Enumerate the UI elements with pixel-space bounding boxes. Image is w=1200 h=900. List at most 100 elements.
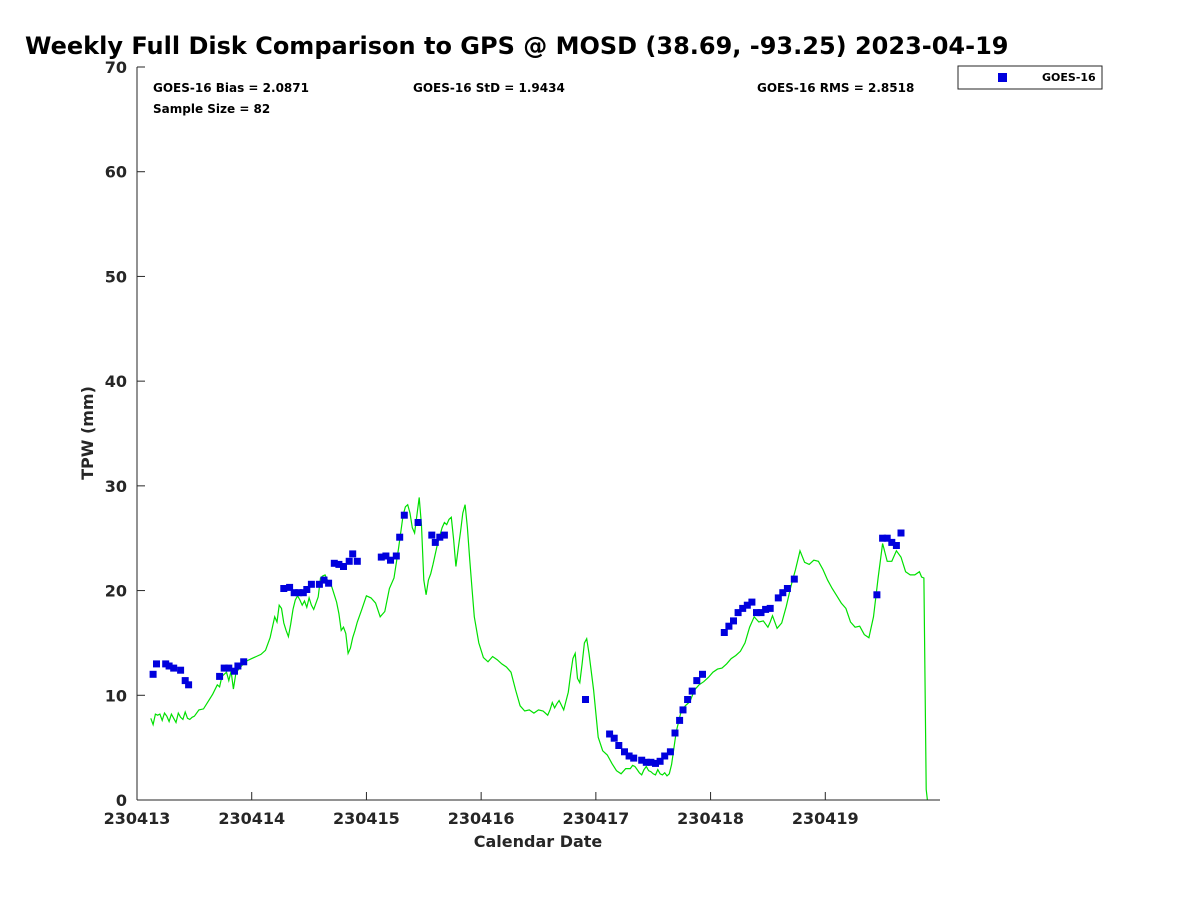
goes-16-point [428, 531, 436, 539]
x-axis-ticks: 230413 230414 230415 230416 230417 230418 2304… [104, 792, 859, 828]
y-tick-label: 70 [105, 58, 127, 77]
goes-16-point [286, 583, 294, 591]
goes-16-point [181, 677, 189, 685]
goes-16-point [392, 552, 400, 560]
goes-16-point [307, 580, 315, 588]
goes-16-point [666, 748, 674, 756]
goes-16-point [734, 609, 742, 617]
sample-size-stat: Sample Size = 82 [153, 102, 270, 116]
goes-16-point [149, 670, 157, 678]
goes-16-point [725, 622, 733, 630]
goes-16-point [873, 591, 881, 599]
goes-16-point [220, 664, 228, 672]
goes-16-point [671, 729, 679, 737]
goes-16-point [730, 617, 737, 625]
x-tick-label: 230416 [448, 809, 515, 828]
y-tick-label: 0 [116, 791, 127, 810]
goes-16-point [625, 752, 633, 760]
y-axis-label: TPW (mm) [78, 386, 97, 480]
plot-background [137, 67, 940, 800]
goes-16-point [225, 664, 233, 672]
goes-16-point [349, 550, 357, 558]
goes-16-point [170, 664, 178, 672]
goes-16-point [790, 575, 798, 583]
goes-16-point [647, 758, 655, 766]
goes-16-point [216, 672, 224, 680]
y-tick-label: 60 [105, 163, 127, 182]
gps-line [150, 497, 928, 801]
legend-box [957, 65, 1103, 90]
goes-16-point [345, 557, 353, 565]
y-tick-label: 20 [105, 582, 127, 601]
goes-16-point [766, 604, 774, 612]
x-tick-label: 230415 [333, 809, 400, 828]
goes-16-point [699, 670, 706, 678]
goes-16-point [610, 734, 618, 742]
goes-16-point [779, 589, 787, 597]
goes-16-point [684, 696, 692, 703]
goes-16-point [656, 757, 664, 765]
y-tick-label: 40 [105, 372, 127, 391]
goes-16-point [320, 576, 328, 584]
gps-series [150, 497, 928, 801]
legend-marker-goes-16 [998, 73, 1007, 82]
goes-16-point [234, 662, 242, 670]
goes-16-point [897, 529, 905, 537]
goes-16-point [652, 759, 659, 767]
goes-16-point [290, 589, 298, 597]
std-stat: GOES-16 StD = 1.9434 [413, 81, 565, 95]
y-tick-label: 50 [105, 267, 127, 286]
goes-16-point [642, 758, 650, 766]
x-axis-label: Calendar Date [474, 832, 603, 851]
goes-16-point [739, 604, 747, 612]
goes-16-point [240, 658, 248, 666]
goes-16-point [436, 533, 444, 541]
goes-16-point [757, 609, 765, 617]
y-tick-label: 10 [105, 686, 127, 705]
goes-16-point [165, 662, 173, 670]
goes-16-point [676, 716, 684, 724]
goes-16-point [353, 557, 361, 565]
goes-16-point [720, 629, 728, 636]
goes-16-point [753, 609, 760, 617]
goes-16-point [153, 660, 160, 668]
goes-16-point [303, 586, 311, 593]
goes-16-point [774, 594, 782, 602]
chart-title: Weekly Full Disk Comparison to GPS @ MOS… [25, 32, 1008, 60]
goes-16-point [431, 538, 439, 546]
goes-16-point [382, 552, 390, 560]
x-tick-label: 230417 [562, 809, 629, 828]
goes-16-point [335, 560, 343, 568]
goes-16-point [414, 519, 422, 526]
goes-16-point [892, 542, 900, 549]
goes-16-point [440, 531, 448, 539]
goes-16-point [748, 598, 756, 606]
goes-16-point [396, 533, 404, 541]
goes-16-point [638, 756, 646, 764]
goes-16-point [325, 579, 333, 587]
legend-label-goes-16: GOES-16 [1042, 71, 1096, 84]
goes-16-point [582, 696, 589, 703]
goes-16-point [340, 563, 347, 570]
bias-stat: GOES-16 Bias = 2.0871 [153, 81, 309, 95]
goes-16-series [149, 511, 905, 767]
goes-16-point [177, 666, 185, 674]
goes-16-point [295, 589, 303, 597]
goes-16-point [621, 748, 628, 756]
goes-16-point [330, 559, 338, 567]
goes-16-point [743, 601, 751, 609]
goes-16-point [280, 585, 288, 592]
x-tick-label: 230414 [218, 809, 285, 828]
goes-16-point [688, 687, 696, 695]
goes-16-point [400, 511, 408, 519]
rms-stat: GOES-16 RMS = 2.8518 [757, 81, 914, 95]
goes-16-point [679, 706, 687, 714]
goes-16-point [377, 553, 385, 561]
goes-16-point [315, 580, 323, 588]
goes-16-point [185, 681, 193, 689]
goes-16-point [888, 538, 896, 546]
goes-16-point [883, 534, 891, 542]
goes-16-point [630, 754, 638, 762]
goes-16-point [762, 605, 770, 613]
